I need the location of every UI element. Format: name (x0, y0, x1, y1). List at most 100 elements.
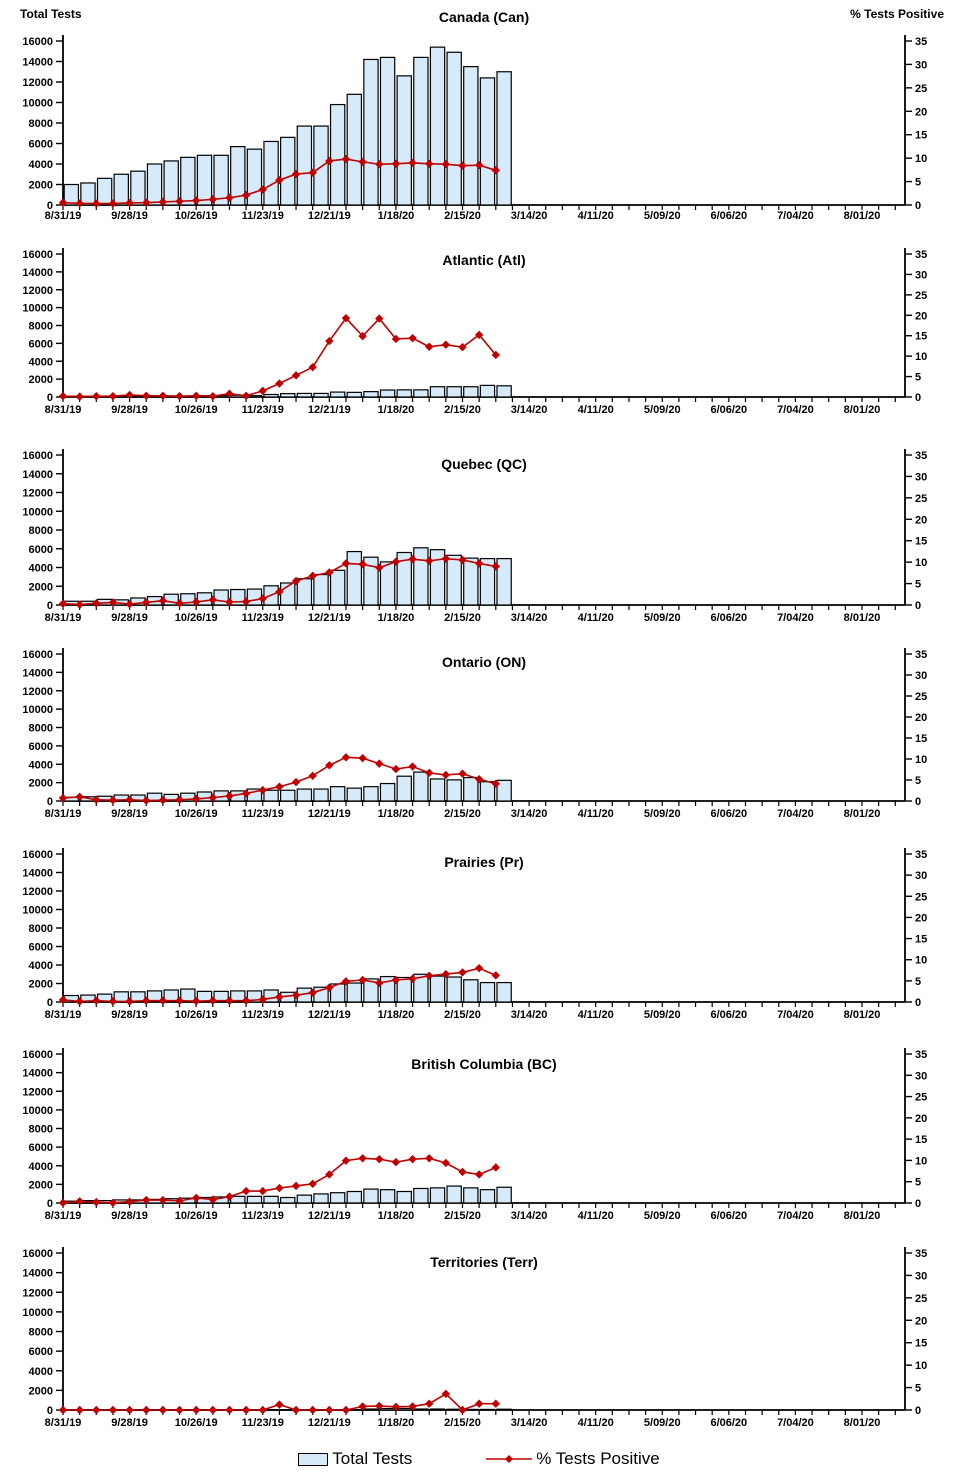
pct-positive-marker (391, 334, 401, 344)
right-tick-label: 20 (915, 912, 927, 924)
left-tick-label: 14000 (22, 1068, 53, 1080)
pct-positive-marker (191, 597, 201, 607)
pct-positive-marker (258, 1405, 267, 1415)
right-tick-label: 25 (915, 290, 927, 302)
x-tick-label: 10/26/19 (175, 1210, 218, 1222)
x-tick-label: 12/21/19 (308, 1417, 351, 1429)
x-tick-label: 11/23/19 (242, 808, 284, 820)
total-tests-bar (379, 1407, 396, 1411)
total-tests-bar (80, 182, 96, 206)
pct-positive-marker (375, 1154, 384, 1164)
total-tests-bar (96, 177, 113, 206)
x-tick-label: 9/28/19 (111, 808, 148, 820)
pct-positive-marker (458, 968, 467, 977)
x-tick-label: 2/15/20 (444, 404, 481, 416)
pct-positive-marker (375, 978, 384, 988)
pct-positive-marker (158, 391, 168, 400)
pct-positive-marker (241, 1186, 251, 1196)
quebec-chart: 0 2000 4000 6000 8000 10000 12000 14000 16000 0 5 1… (22, 449, 927, 624)
total-tests-bar (346, 550, 363, 606)
left-tick-label: 2000 (29, 778, 53, 790)
total-tests-bar (463, 557, 479, 606)
total-tests-bar (196, 154, 213, 206)
chart-title: Atlantic (Atl) (442, 252, 525, 268)
right-tick-label: 30 (915, 471, 927, 483)
pct-positive-marker (241, 1405, 251, 1415)
x-tick-label: 1/18/20 (378, 1009, 415, 1021)
pct-positive-marker (391, 159, 401, 168)
right-tick-label: 0 (915, 600, 921, 612)
left-tick-label: 0 (47, 1405, 53, 1417)
pct-positive-marker (325, 336, 334, 346)
left-tick-label: 12000 (22, 77, 53, 89)
x-tick-label: 8/31/19 (45, 210, 82, 222)
left-tick-label: 4000 (29, 960, 53, 972)
left-tick-label: 0 (47, 600, 53, 612)
pct-positive-marker (308, 771, 317, 780)
x-tick-label: 8/01/20 (844, 1009, 881, 1021)
right-tick-label: 35 (915, 450, 927, 462)
pct-positive-marker (175, 1405, 184, 1415)
total-tests-bar (479, 981, 496, 1003)
pct-positive-marker (291, 576, 301, 586)
right-tick-label: 10 (915, 557, 927, 569)
left-tick-label: 14000 (22, 57, 53, 69)
x-tick-label: 5/09/20 (644, 1210, 681, 1222)
left-tick-label: 10000 (22, 1105, 53, 1117)
left-tick-label: 8000 (29, 118, 53, 130)
x-tick-label: 10/26/19 (175, 1009, 218, 1021)
pct-positive-marker (474, 330, 484, 340)
right-tick-label: 5 (915, 579, 921, 591)
x-tick-label: 12/21/19 (308, 1009, 351, 1021)
total-tests-bar (263, 789, 279, 802)
chart-panel-quebec: 0 2000 4000 6000 8000 10000 12000 14000 16000 0 5 1… (0, 428, 958, 629)
left-tick-label: 4000 (29, 1366, 53, 1378)
x-tick-label: 8/01/20 (844, 1417, 881, 1429)
pct-positive-marker (375, 314, 384, 323)
pct-positive-marker (125, 1197, 134, 1206)
right-tick-label: 15 (915, 536, 927, 548)
pct-positive-line-icon (486, 1455, 533, 1463)
pct-positive-marker (158, 996, 168, 1005)
x-tick-label: 8/31/19 (45, 404, 82, 416)
x-tick-label: 8/31/19 (45, 612, 82, 624)
total-tests-bar (329, 1192, 346, 1204)
x-tick-label: 1/18/20 (378, 210, 415, 222)
total-tests-bar (346, 787, 363, 802)
x-tick-label: 3/14/20 (511, 1009, 548, 1021)
right-tick-label: 20 (915, 514, 927, 526)
x-tick-label: 10/26/19 (175, 210, 218, 222)
total-tests-bar (496, 385, 512, 398)
total-tests-bar (479, 77, 496, 206)
left-tick-label: 2000 (29, 979, 53, 991)
x-tick-label: 6/06/20 (710, 210, 747, 222)
x-tick-label: 4/11/20 (578, 210, 614, 222)
x-tick-label: 5/09/20 (644, 404, 681, 416)
pct-positive-marker (75, 392, 84, 401)
x-tick-label: 12/21/19 (308, 612, 351, 624)
total-tests-bar (180, 156, 196, 206)
total-tests-bar (263, 140, 279, 206)
x-tick-label: 9/28/19 (111, 404, 148, 416)
right-tick-label: 20 (915, 712, 927, 724)
pct-positive-marker (341, 1405, 351, 1415)
total-tests-bar (346, 391, 363, 398)
total-tests-bar (163, 160, 179, 206)
x-tick-label: 3/14/20 (511, 1417, 548, 1429)
total-tests-bar (413, 1187, 429, 1204)
left-tick-label: 16000 (22, 649, 53, 661)
total-tests-bar (429, 386, 446, 398)
total-tests-bar (413, 389, 429, 398)
pct-positive-marker (458, 555, 467, 565)
x-tick-label: 9/28/19 (111, 210, 148, 222)
chart-title: Ontario (ON) (442, 654, 526, 670)
pct-positive-marker (458, 769, 467, 778)
left-tick-label: 14000 (22, 1268, 53, 1280)
pct-positive-marker (308, 988, 317, 997)
pct-positive-marker (458, 342, 467, 352)
total-tests-bar (113, 991, 129, 1003)
x-tick-label: 8/31/19 (45, 1210, 82, 1222)
left-tick-label: 14000 (22, 267, 53, 279)
x-tick-label: 5/09/20 (644, 210, 681, 222)
pct-positive-marker (458, 161, 467, 170)
